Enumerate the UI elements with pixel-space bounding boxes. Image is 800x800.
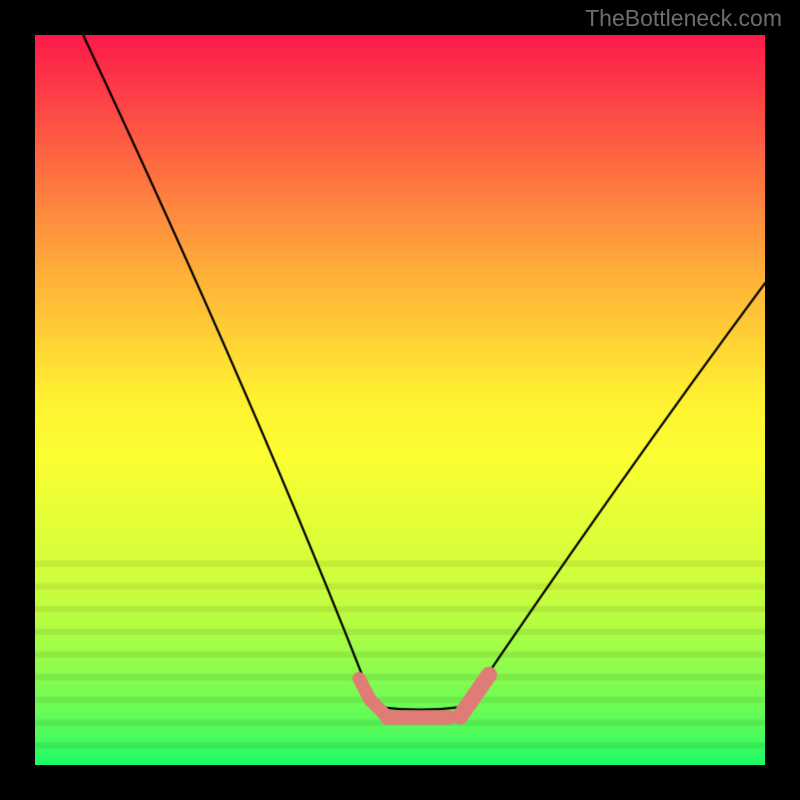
watermark-text: TheBottleneck.com: [585, 5, 782, 32]
chart-stage: TheBottleneck.com: [0, 0, 800, 800]
bottleneck-chart: [35, 35, 765, 765]
